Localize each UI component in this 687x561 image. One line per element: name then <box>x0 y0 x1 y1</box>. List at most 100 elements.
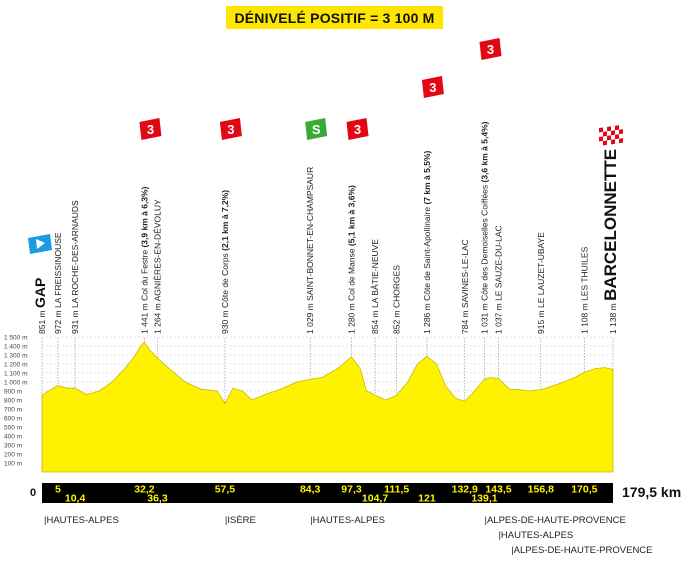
checkpoint-label: 784 m SAVINES-LE-LAC <box>460 239 470 334</box>
finish-flag-square <box>603 126 607 132</box>
climb-flag <box>479 38 502 60</box>
y-tick-label: 1 200 m <box>4 362 28 369</box>
finish-flag-square <box>615 138 619 144</box>
km-band-lower <box>42 494 613 503</box>
km-label: 111,5 <box>384 484 409 496</box>
finish-flag-square <box>607 135 611 141</box>
km-label: 32,2 <box>134 484 155 496</box>
checkpoint-label: 1 031 m Côte des Demoiselles Coiffées (3… <box>479 121 489 334</box>
km-label: 36,3 <box>147 493 168 505</box>
checkpoint-label: 851 m GAP <box>32 278 48 334</box>
checkpoint-label: 1 138 m BARCELONNETTE <box>601 149 620 334</box>
y-tick-label: 100 m <box>4 461 22 468</box>
km-label: 121 <box>418 493 436 505</box>
km-label: 170,5 <box>571 484 597 496</box>
checkpoint-label: 1 441 m Col du Festre (3,9 km à 6,3%) <box>139 186 149 334</box>
checkpoint-text: 851 m GAP <box>32 278 48 334</box>
y-tick-label: 300 m <box>4 443 22 450</box>
finish-flag-square <box>607 130 611 136</box>
checkpoint-label: 854 m LA BÂTIE-NEUVE <box>370 239 380 334</box>
y-tick-label: 500 m <box>4 425 22 432</box>
checkpoint-text: 784 m SAVINES-LE-LAC <box>460 239 470 334</box>
finish-flag-square <box>611 130 615 136</box>
checkpoint-text: 1 037 m LE SAUZE-DU-LAC <box>493 225 503 334</box>
climb-flag <box>346 118 369 140</box>
finish-flag-square <box>599 136 603 142</box>
checkpoint-text: 915 m LE LAUZET-UBAYE <box>536 232 546 334</box>
checkpoint-text: 1 264 m AGNIÈRES-EN-DÉVOLUY <box>152 199 162 334</box>
checkpoint-text: 972 m LA FREISSINOUSE <box>53 232 63 334</box>
finish-flag-square <box>611 139 615 145</box>
region-label: |ALPES-DE-HAUTE-PROVENCE <box>511 545 653 556</box>
y-tick-label: 1 400 m <box>4 344 28 351</box>
checkpoint-label: 1 286 m Côte de Saint-Apollinaire (7 km … <box>422 151 432 335</box>
checkpoint-text: 1 441 m Col du Festre (3,9 km à 6,3%) <box>139 186 149 334</box>
km-label: 84,3 <box>300 484 321 496</box>
checkpoint-label: 931 m LA ROCHE-DES-ARNAUDS <box>70 200 80 334</box>
finish-flag-square <box>619 138 623 144</box>
checkpoint-label: 1 108 m LES THUILES <box>579 246 589 334</box>
finish-flag-square <box>607 126 611 132</box>
finish-flag-square <box>599 127 603 133</box>
y-tick-label: 1 500 m <box>4 335 28 342</box>
y-tick-label: 1 300 m <box>4 353 28 360</box>
x-start-label: 0 <box>30 487 37 499</box>
checkpoint-text: 854 m LA BÂTIE-NEUVE <box>370 239 380 334</box>
checkpoint-text: 930 m Côte de Corps (2,1 km à 7,2%) <box>220 190 230 334</box>
km-label: 156,8 <box>528 484 554 496</box>
region-label: |HAUTES-ALPES <box>44 515 119 526</box>
checkpoint-text: 1 029 m SAINT-BONNET-EN-CHAMPSAUR <box>305 167 315 334</box>
region-label: |ISÈRE <box>224 515 256 526</box>
finish-flag-square <box>599 131 603 137</box>
flag-category: 3 <box>429 80 436 95</box>
checkpoint-label: 972 m LA FREISSINOUSE <box>53 232 63 334</box>
checkpoint-label: 1 264 m AGNIÈRES-EN-DÉVOLUY <box>152 199 162 334</box>
climb-flag <box>139 118 162 140</box>
km-band <box>42 483 613 494</box>
start-flag-arrow <box>36 239 45 249</box>
y-tick-label: 900 m <box>4 389 22 396</box>
climb-flag <box>219 118 242 140</box>
finish-flag-square <box>619 133 623 139</box>
finish-flag-square <box>615 134 619 140</box>
checkpoint-label: 852 m CHORGES <box>392 265 402 334</box>
checkpoint-text: 1 108 m LES THUILES <box>579 246 589 334</box>
checkpoint-label: 915 m LE LAUZET-UBAYE <box>536 232 546 334</box>
y-tick-label: 400 m <box>4 434 22 441</box>
y-tick-label: 200 m <box>4 452 22 459</box>
finish-flag-square <box>615 129 619 135</box>
finish-flag-square <box>611 125 615 131</box>
checkpoint-text: 1 138 m BARCELONNETTE <box>601 149 620 334</box>
title-box: DÉNIVELÉ POSITIF = 3 100 M <box>226 6 443 29</box>
finish-flag-square <box>619 129 623 135</box>
finish-flag-square <box>603 135 607 141</box>
finish-flag-square <box>611 134 615 140</box>
km-label: 5 <box>55 484 61 496</box>
sprint-flag <box>305 118 328 140</box>
region-label: |ALPES-DE-HAUTE-PROVENCE <box>484 515 626 526</box>
finish-flag-square <box>619 124 623 130</box>
finish-flag-square <box>599 140 603 146</box>
finish-flag-square <box>607 139 611 145</box>
flag-category: 3 <box>354 122 361 137</box>
climb-flag <box>421 76 444 98</box>
finish-flag <box>599 124 623 146</box>
km-label: 57,5 <box>215 484 236 496</box>
checkpoint-label: 1 037 m LE SAUZE-DU-LAC <box>493 225 503 334</box>
chart-title: DÉNIVELÉ POSITIF = 3 100 M <box>234 9 435 26</box>
flag-category: S <box>312 122 321 137</box>
checkpoint-text: 1 286 m Côte de Saint-Apollinaire (7 km … <box>422 151 432 335</box>
y-tick-label: 1 100 m <box>4 371 28 378</box>
checkpoint-label: 1 280 m Col de Manse (5,1 km à 3,6%) <box>347 185 357 334</box>
total-distance-label: 179,5 km <box>622 484 682 500</box>
km-label: 139,1 <box>471 493 497 505</box>
checkpoint-label: 1 029 m SAINT-BONNET-EN-CHAMPSAUR <box>305 167 315 334</box>
km-label: 132,9 <box>452 484 478 496</box>
y-tick-label: 1 000 m <box>4 380 28 387</box>
checkpoint-text: 931 m LA ROCHE-DES-ARNAUDS <box>70 200 80 334</box>
flag-category: 3 <box>227 122 234 137</box>
flag-category: 3 <box>487 42 494 57</box>
profile-area <box>41 341 614 473</box>
